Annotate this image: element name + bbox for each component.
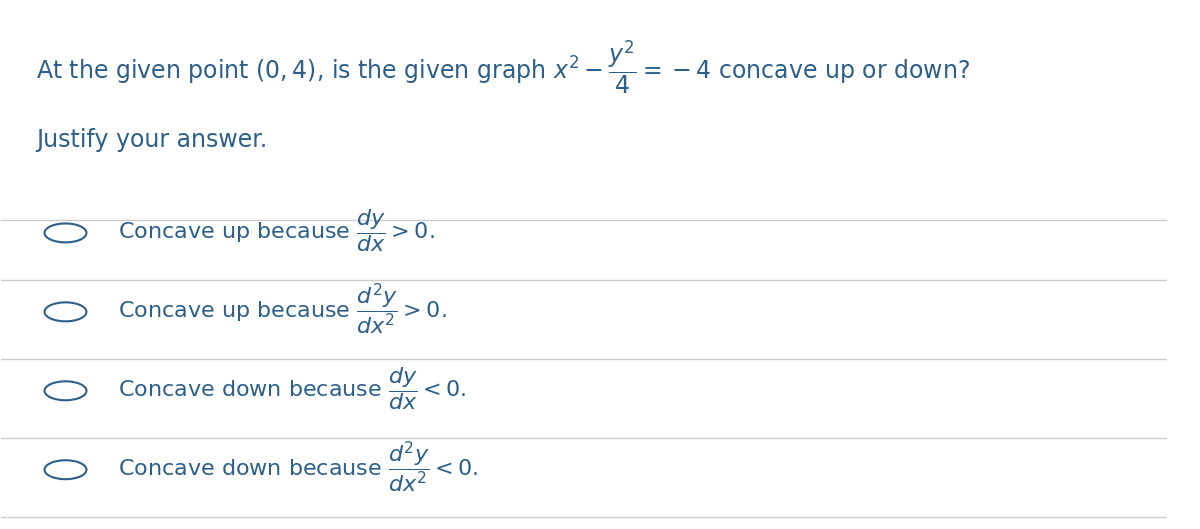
Text: At the given point $(0, 4)$, is the given graph $x^2 - \dfrac{y^2}{4} = -4$ conc: At the given point $(0, 4)$, is the give… — [36, 38, 971, 96]
Text: Concave down because $\dfrac{d^2y}{dx^2} < 0.$: Concave down because $\dfrac{d^2y}{dx^2}… — [118, 439, 479, 495]
Text: Concave down because $\dfrac{dy}{dx} < 0.$: Concave down because $\dfrac{dy}{dx} < 0… — [118, 364, 467, 412]
Text: Justify your answer.: Justify your answer. — [36, 127, 268, 152]
Text: Concave up because $\dfrac{dy}{dx} > 0.$: Concave up because $\dfrac{dy}{dx} > 0.$ — [118, 207, 434, 254]
Text: Concave up because $\dfrac{d^2y}{dx^2} > 0.$: Concave up because $\dfrac{d^2y}{dx^2} >… — [118, 281, 446, 337]
